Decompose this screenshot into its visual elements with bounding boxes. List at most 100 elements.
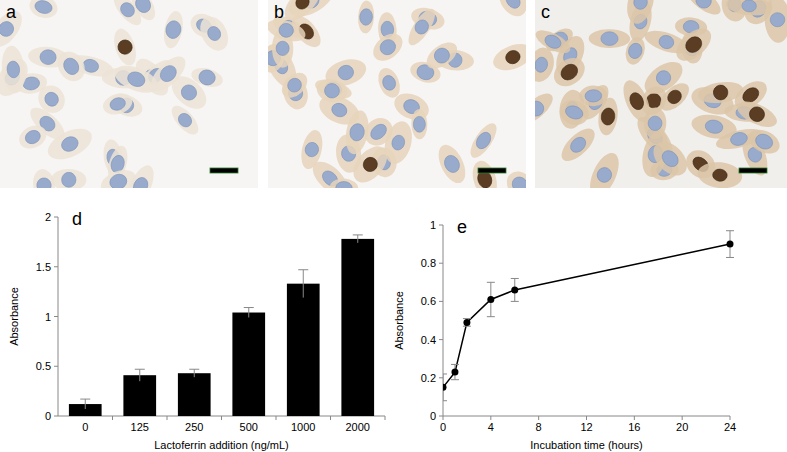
cytoplasm [584,149,624,188]
y-tick [54,316,58,317]
cell [110,26,140,68]
nucleus [431,45,452,66]
cytoplasm [489,39,526,75]
nucleus [336,63,355,81]
point [463,319,470,326]
cell [329,178,358,188]
cell [494,0,526,21]
nucleus [197,68,217,87]
error-cap [443,400,447,401]
micrograph [268,0,526,188]
y-tick [439,339,443,340]
cytoplasm [315,77,349,105]
nucleus [704,119,724,135]
error-bar [298,270,308,298]
nucleus [412,17,431,36]
error-line [303,270,304,298]
nucleus [164,20,182,40]
cell [466,119,502,161]
nucleus [535,98,547,119]
micrograph [535,0,787,188]
cytoplasm [623,0,659,27]
cytoplasm [374,65,404,101]
nucleus [503,0,523,11]
cytoplasm [307,156,353,188]
cytoplasm [639,55,688,100]
nucleus [543,32,563,50]
cell [584,149,624,188]
nucleus [657,34,675,51]
nucleus [304,141,320,158]
nucleus [564,104,585,122]
nucleus [323,82,340,99]
nucleus [381,74,398,93]
error-cap [511,278,519,279]
y-tick [54,217,58,218]
x-tick [443,416,444,420]
cytoplasm [763,0,787,43]
cell [15,121,50,153]
cell [647,135,693,182]
y-tick [54,366,58,367]
x-tick [330,416,331,420]
nucleus [535,56,549,74]
cytoplasm [556,96,592,128]
bar [232,313,265,416]
y-tick-label: 1 [430,219,436,231]
nucleus [285,76,304,95]
nucleus [770,12,785,27]
bar [287,284,320,416]
nucleus [330,101,349,119]
nucleus [693,0,714,11]
y-tick [439,301,443,302]
figure: abc00.511.52AbsorbanceLactoferrin additi… [0,0,787,452]
cell [535,88,558,128]
error-cap [80,399,90,400]
nucleus [747,104,767,124]
cell [733,96,780,132]
cell [374,65,404,101]
nucleus [659,147,681,169]
nucleus [712,84,728,101]
nucleus [61,55,82,77]
nucleus [359,8,373,25]
x-tick-label: 0 [440,421,446,433]
x-tick-label: 4 [488,421,494,433]
y-tick-label: 0.2 [421,372,436,384]
error-line [357,235,358,243]
point [511,286,518,293]
cell [368,28,408,66]
error-bar [353,235,363,243]
cytoplasm [647,135,693,182]
micrograph-bg [268,0,526,188]
nucleus [178,82,199,103]
nucleus [108,172,129,188]
cytoplasm [548,52,590,92]
nucleus [509,174,526,188]
cell [404,5,440,49]
x-tick [167,416,168,420]
x-tick-label: 500 [240,421,258,433]
cytoplasm [411,109,428,139]
y-tick-label: 2 [45,211,51,223]
error-bar [511,278,519,301]
error-line [248,308,249,318]
x-tick [276,416,277,420]
nucleus [627,91,646,112]
nucleus [61,172,76,187]
panel-label: d [72,209,82,229]
cell [548,52,590,92]
y-tick [54,416,58,417]
x-tick [490,416,491,420]
nucleus [741,0,757,13]
panel-label: e [457,217,467,237]
panel-label: a [6,2,17,22]
cell [51,168,87,188]
error-bar [726,231,734,258]
nucleus [627,42,644,61]
nucleus [585,89,602,102]
nucleus [558,61,581,83]
nucleus [349,123,366,143]
cell [189,65,225,90]
x-tick-label: 250 [185,421,203,433]
